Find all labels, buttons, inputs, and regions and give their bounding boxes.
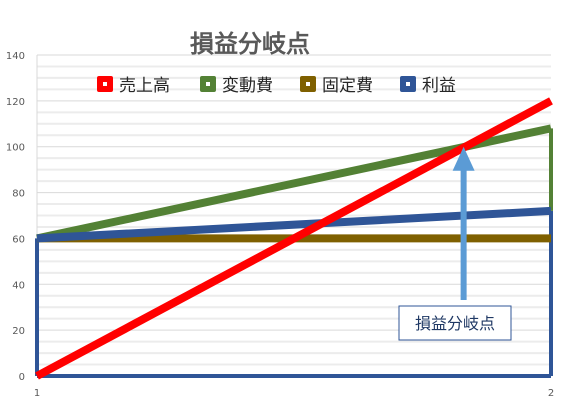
legend: 売上高 変動費 固定費 利益 xyxy=(97,76,456,96)
x-tick-label: 2 xyxy=(548,388,554,399)
x-tick-label: 1 xyxy=(34,388,40,399)
y-tick-label: 40 xyxy=(12,280,25,291)
y-tick-label: 120 xyxy=(6,97,25,108)
legend-swatch-dot xyxy=(103,82,107,86)
arrow-head xyxy=(452,146,475,171)
y-tick-label: 100 xyxy=(6,143,25,154)
legend-swatch-dot xyxy=(406,82,410,86)
chart-title: 損益分岐点 xyxy=(190,30,310,58)
arrow-shaft xyxy=(460,168,467,300)
y-tick-label: 0 xyxy=(19,372,25,383)
legend-label: 固定費 xyxy=(322,76,373,96)
series-line xyxy=(35,97,553,380)
annotation-label: 損益分岐点 xyxy=(415,314,495,333)
legend-swatch-dot xyxy=(306,82,310,86)
annotation-box xyxy=(398,305,512,341)
y-tick-label: 20 xyxy=(12,326,25,337)
legend-swatch-dot xyxy=(206,82,210,86)
break-even-annotation: 損益分岐点 xyxy=(398,146,512,341)
annotation-arrow xyxy=(452,146,475,300)
legend-label: 利益 xyxy=(422,76,456,96)
legend-label: 売上高 xyxy=(119,76,170,96)
y-tick-label: 60 xyxy=(12,234,25,245)
y-tick-label: 140 xyxy=(6,51,25,62)
y-tick-label: 80 xyxy=(12,189,25,200)
legend-label: 変動費 xyxy=(222,76,273,96)
